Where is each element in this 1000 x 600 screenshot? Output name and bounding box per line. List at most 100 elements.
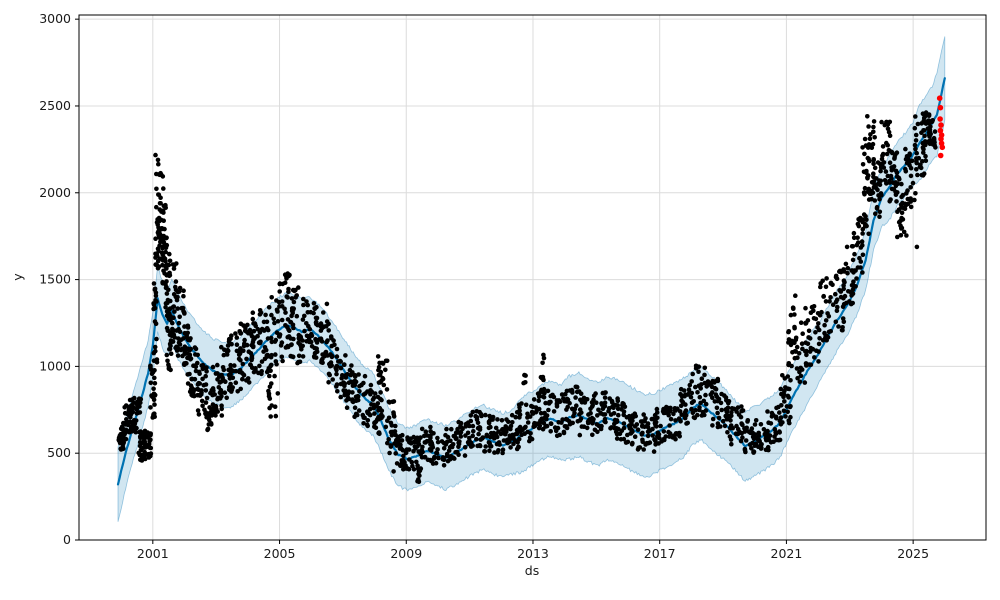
observed-point	[177, 289, 182, 294]
observed-point	[488, 430, 494, 436]
observed-point	[923, 158, 929, 163]
observed-point	[615, 396, 620, 401]
observed-point	[411, 467, 417, 472]
observed-point	[164, 291, 170, 296]
observed-point	[823, 318, 829, 323]
observed-point	[462, 453, 468, 458]
observed-point	[422, 454, 428, 460]
observed-point	[616, 412, 621, 418]
observed-point	[477, 443, 483, 448]
observed-point	[299, 347, 304, 352]
observed-point	[656, 441, 661, 446]
observed-point	[606, 409, 611, 414]
observed-point	[536, 406, 542, 412]
observed-point	[207, 411, 213, 416]
observed-point	[828, 328, 833, 334]
observed-point	[903, 169, 909, 174]
observed-point	[914, 160, 919, 166]
observed-point	[434, 450, 440, 456]
observed-point	[527, 435, 533, 440]
observed-point	[445, 434, 451, 440]
observed-point	[274, 330, 280, 336]
observed-point	[204, 369, 209, 374]
observed-point	[478, 437, 484, 442]
observed-point	[445, 439, 450, 445]
x-tick-label: 2017	[644, 546, 676, 561]
observed-point	[675, 406, 680, 412]
observed-point	[361, 421, 366, 426]
observed-point	[521, 380, 526, 386]
observed-point	[148, 364, 153, 369]
observed-point	[914, 150, 919, 156]
observed-point	[525, 415, 530, 420]
observed-point	[632, 434, 638, 440]
observed-point	[142, 435, 147, 441]
observed-point	[253, 323, 258, 329]
observed-point	[879, 156, 885, 162]
observed-point	[800, 331, 805, 337]
observed-point	[739, 404, 744, 409]
observed-point	[158, 201, 163, 206]
observed-point	[716, 415, 722, 421]
observed-point	[536, 391, 542, 397]
observed-point	[807, 336, 813, 341]
observed-point	[586, 412, 591, 417]
observed-point	[752, 422, 758, 427]
observed-point	[451, 455, 457, 461]
observed-point	[862, 136, 868, 142]
observed-point	[251, 343, 256, 349]
observed-point	[352, 405, 358, 411]
observed-point	[121, 440, 126, 445]
observed-point	[393, 423, 398, 429]
observed-point	[931, 135, 937, 141]
observed-point	[896, 219, 902, 225]
observed-point	[163, 285, 169, 291]
observed-point	[842, 279, 847, 285]
observed-point	[487, 417, 493, 423]
observed-point	[349, 363, 354, 368]
observed-point	[164, 352, 170, 358]
observed-point	[852, 251, 857, 257]
observed-point	[702, 380, 708, 386]
observed-point	[874, 206, 880, 211]
observed-point	[892, 152, 898, 158]
observed-point	[269, 295, 275, 300]
observed-point	[900, 217, 906, 222]
observed-point	[834, 297, 840, 303]
observed-point	[175, 306, 180, 311]
observed-point	[229, 333, 234, 339]
observed-point	[435, 435, 440, 441]
observed-point	[123, 436, 129, 442]
observed-point	[267, 373, 272, 379]
observed-point	[913, 114, 918, 119]
observed-point	[181, 293, 186, 299]
observed-point	[898, 233, 904, 238]
observed-point	[377, 431, 382, 437]
observed-point	[357, 384, 362, 389]
observed-point	[171, 332, 177, 337]
observed-point	[260, 327, 266, 332]
observed-point	[882, 178, 888, 183]
y-tick-label: 2500	[39, 98, 71, 113]
observed-point	[456, 440, 461, 446]
observed-point	[225, 347, 230, 353]
observed-point	[391, 410, 396, 415]
observed-point	[180, 305, 186, 311]
observed-point	[204, 395, 210, 401]
observed-point	[326, 380, 331, 385]
observed-point	[279, 317, 285, 323]
observed-point	[786, 340, 791, 345]
observed-point	[372, 391, 378, 396]
observed-point	[269, 362, 274, 368]
observed-point	[835, 304, 840, 310]
observed-point	[272, 373, 277, 379]
observed-point	[802, 380, 808, 385]
observed-point	[855, 235, 860, 240]
observed-point	[628, 425, 633, 431]
observed-point	[714, 405, 720, 411]
plot-area: 2001 2005 2009 2013 2017 2021 2025 0 500 1000 1500…	[39, 11, 987, 561]
observed-point	[915, 172, 920, 178]
observed-point	[334, 363, 339, 369]
observed-point	[621, 409, 627, 414]
observed-point	[275, 391, 281, 396]
